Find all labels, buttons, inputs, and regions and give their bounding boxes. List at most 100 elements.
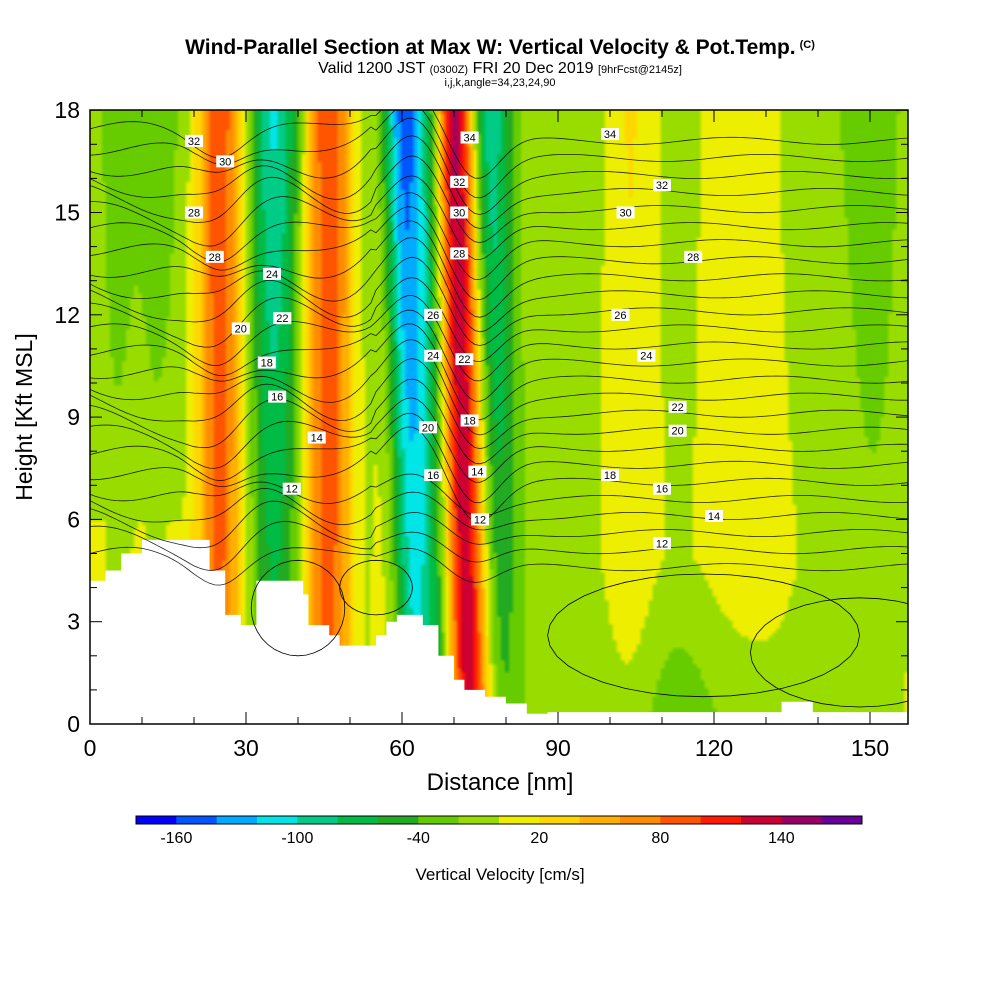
contour-label: 24 [424,349,443,363]
contour-label: 16 [424,469,443,482]
colorbar-swatch [458,816,500,824]
chart-subtitle: Valid 1200 JST (0300Z) FRI 20 Dec 2019 [… [318,60,682,77]
contour-label: 16 [268,390,287,404]
y-axis-label: Height [Kft MSL] [11,333,37,500]
theta-contour-line [90,277,908,363]
contour-label-bg [450,175,469,188]
contour-label-bg [424,469,443,482]
contour-label-text: 20 [422,422,434,434]
contour-label-bg [205,250,224,263]
theta-contour-line [90,135,908,229]
contour-label-text: 18 [261,358,273,370]
colorbar-swatch [620,816,661,824]
theta-contour-line [90,339,908,436]
colorbar-swatch [257,816,298,824]
contour-label: 28 [450,247,469,260]
theta-contour-line [90,237,908,333]
contour-label-text: 34 [463,132,475,144]
colorbar-tick-label: 80 [651,830,669,847]
contour-label: 18 [460,414,479,428]
contour-label-text: 22 [458,354,470,366]
contour-label-bg [684,250,703,263]
contour-label-text: 26 [614,310,626,322]
contour-label-bg [611,308,630,321]
contour-label: 28 [684,250,703,264]
contour-label: 12 [653,537,671,550]
chart-params: i,j,k,angle=34,23,24,90 [444,77,556,89]
contour-label-bg [231,322,250,335]
contour-label: 22 [273,312,292,325]
contour-label-bg [637,349,656,362]
contour-label: 18 [601,469,619,482]
contour-label-bg [424,349,443,362]
contour-label-bg [601,128,619,141]
colorbar-swatch [136,816,177,824]
contour-label-bg [653,179,671,192]
theta-contour-line [250,559,346,657]
colorbar-swatch [539,816,581,824]
contour-label: 30 [616,206,635,220]
contour-label: 30 [450,206,469,220]
x-tick-label: 0 [84,735,97,761]
x-axis-label: Distance [nm] [427,769,574,796]
contour-label-bg [450,247,469,260]
colorbar-swatch [337,816,379,824]
contour-label-bg [653,537,671,550]
colorbar-swatch [579,816,621,824]
contour-label: 22 [668,400,687,414]
contour-label-bg [653,482,671,495]
contour-label-bg [460,414,479,427]
theta-contour-line [90,206,908,301]
contour-label-bg [257,356,276,369]
contour-label-bg [668,400,687,413]
colorbar-swatch [176,816,218,824]
contour-label-text: 12 [656,538,668,550]
theta-contour-line [90,412,908,504]
theta-contour-line [90,295,908,382]
contour-label: 34 [601,128,619,141]
contour-label: 16 [653,482,671,496]
contour-label: 20 [231,322,250,335]
theta-contour-line [90,378,908,465]
contour-label: 28 [205,250,224,264]
colorbar-swatch [378,816,419,824]
contour-label-text: 32 [188,136,200,148]
contour-label-text: 16 [271,392,283,404]
y-tick-label: 9 [67,404,80,430]
contour-label: 28 [185,206,203,220]
contour-label-bg [616,206,635,219]
contour-label: 24 [263,267,281,281]
contour-label: 32 [653,179,671,192]
contour-label-text: 14 [471,467,483,479]
contour-label-text: 22 [671,402,683,414]
contour-label-text: 14 [311,433,323,445]
contour-label-text: 14 [708,511,720,523]
contour-label-text: 16 [656,484,668,496]
contour-label: 14 [705,509,723,523]
x-tick-label: 150 [851,735,889,761]
colorbar-swatch [741,816,782,824]
chart-title: Wind-Parallel Section at Max W: Vertical… [185,36,815,59]
theta-contours [90,110,908,708]
y-tick-label: 18 [54,97,80,123]
contour-label-text: 32 [453,177,465,189]
contour-label-text: 26 [427,310,439,322]
contour-label: 12 [282,482,301,496]
contour-label: 26 [424,308,443,322]
contour-label: 14 [307,431,326,445]
theta-contour-line [90,155,908,244]
theta-contour-line [90,546,908,586]
colorbar-tick-label: 20 [530,830,548,847]
colorbar-swatch [700,816,742,824]
theta-contour-line [90,397,908,483]
contour-label-bg [460,131,479,144]
contour-labels: 12 12 12 14 14 14 16 16 16 18 18 18 20 20 20 22 22 22 24 24… [185,128,723,550]
contour-label-text: 28 [188,208,200,220]
contour-label-text: 18 [463,416,475,428]
colorbar-swatch [297,816,339,824]
theta-contour-line [90,175,908,261]
colorbar: -160 -100 -40 20 80 140 Vertical Velocity [cm/… [135,815,863,884]
contour-label-text: 18 [604,470,616,482]
y-tick-label: 6 [67,506,80,532]
